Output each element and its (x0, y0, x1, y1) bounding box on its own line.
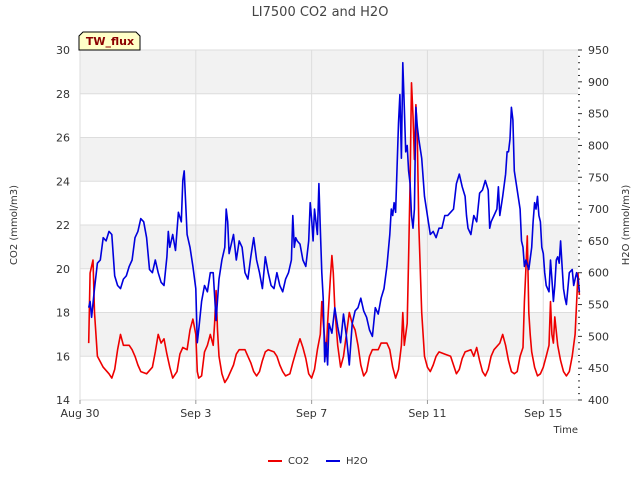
right-tick-label: 800 (588, 139, 609, 152)
plot-band (80, 225, 578, 269)
right-tick-label: 550 (588, 299, 609, 312)
x-axis-label: Time (553, 425, 578, 436)
left-axis-label: CO2 (mmol/m3) (9, 185, 20, 265)
series-co2-line (87, 82, 581, 384)
left-tick-label: 16 (56, 350, 70, 363)
site-tag: TW_flux (78, 31, 141, 51)
right-tick-label: 400 (588, 394, 609, 407)
x-tick-label: Sep 15 (524, 407, 562, 420)
plot-band (80, 93, 578, 138)
legend: CO2 H2O (268, 456, 368, 467)
left-tick-label: 22 (56, 219, 70, 232)
plot-band (80, 181, 578, 225)
right-axis-label: H2O (mmol/m3) (621, 185, 632, 266)
x-tick-label: Aug 30 (61, 407, 100, 420)
right-tick-label: 500 (588, 330, 609, 343)
right-tick-label: 450 (588, 362, 609, 375)
right-tick-label: 850 (588, 108, 609, 121)
right-tick-label: 700 (588, 203, 609, 216)
legend-h2o-label: H2O (346, 456, 368, 467)
left-tick-label: 20 (56, 263, 70, 276)
x-tick-label: Sep 3 (180, 407, 211, 420)
plot-band (80, 137, 578, 182)
right-tick-label: 900 (588, 76, 609, 89)
right-tick-label: 750 (588, 171, 609, 184)
chart-title: LI7500 CO2 and H2O (252, 5, 389, 20)
series-h2o-line (87, 61, 581, 366)
gridlines (79, 49, 578, 401)
plot-band (80, 50, 578, 94)
right-tick-label: 600 (588, 267, 609, 280)
right-tick-label: 950 (588, 44, 609, 57)
left-tick-label: 24 (56, 175, 70, 188)
left-tick-label: 26 (56, 132, 70, 145)
left-tick-label: 28 (56, 88, 70, 101)
site-tag-label: TW_flux (86, 35, 134, 48)
left-tick-label: 14 (56, 394, 70, 407)
x-tick-label: Sep 11 (408, 407, 446, 420)
x-tick-label: Sep 7 (296, 407, 327, 420)
plot-background-bands (80, 50, 578, 400)
left-tick-label: 30 (56, 44, 70, 57)
legend-co2-label: CO2 (288, 456, 309, 467)
axis-ticks: 14 16 18 20 22 24 26 28 30 Aug 30 Sep 3 Sep 7 Sep 11… (56, 44, 609, 420)
series-layer (87, 61, 581, 384)
left-tick-label: 18 (56, 307, 70, 320)
site-tag-box (78, 31, 141, 51)
right-tick-label: 650 (588, 235, 609, 248)
plot-band (80, 356, 578, 400)
